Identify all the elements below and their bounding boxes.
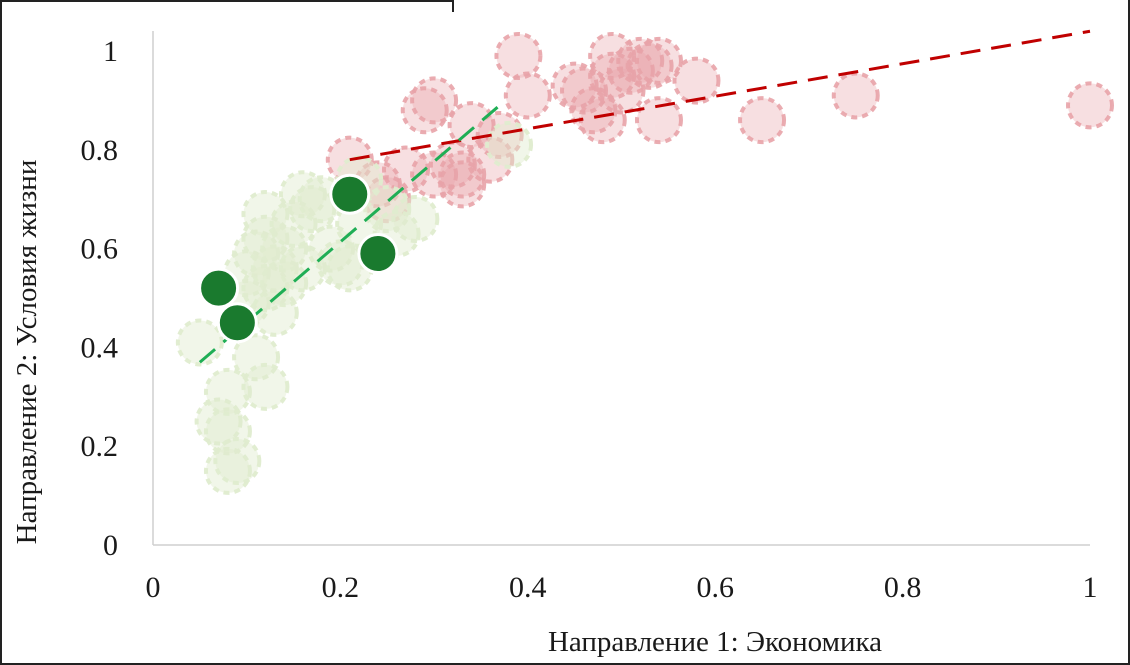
red-point: [503, 71, 552, 120]
red-point: [550, 61, 599, 110]
light-green-point: [278, 244, 327, 293]
light-green-point: [175, 318, 224, 367]
light-green-point: [241, 362, 290, 411]
light-green-point: [363, 185, 412, 234]
y-tick-label: 1: [103, 35, 118, 68]
light-green-point: [203, 367, 252, 416]
tick-labels: 0 0.2 0.4 0.6 0.8 1 0 0.2 0.4 0.6 0.8 1: [81, 35, 1098, 604]
red-point: [625, 41, 674, 90]
red-trendline: [349, 29, 1091, 162]
red-point: [381, 145, 430, 194]
light-green-point: [203, 407, 252, 456]
x-tick-label: 0: [146, 571, 161, 604]
light-green-point: [213, 437, 262, 486]
red-point: [634, 36, 683, 85]
red-point: [494, 31, 543, 80]
red-point: [738, 96, 787, 145]
dark-green-series: [198, 173, 399, 344]
y-tick-label: 0: [103, 529, 118, 562]
y-tick-label: 0.8: [81, 134, 119, 167]
y-tick-label: 0.4: [81, 331, 119, 364]
top-border: [0, 0, 452, 2]
light-green-point: [260, 259, 309, 308]
y-tick-label: 0.2: [81, 430, 119, 463]
red-series: [325, 31, 1114, 224]
red-point: [588, 51, 637, 100]
red-point: [410, 76, 459, 125]
x-tick-label: 0.2: [322, 571, 360, 604]
top-border-tick: [452, 0, 454, 12]
y-axis-title: Направление 2: Условия жизни: [11, 160, 43, 545]
red-point: [438, 150, 487, 199]
x-tick-label: 0.8: [884, 571, 922, 604]
light-green-point: [485, 120, 534, 169]
red-point: [634, 96, 683, 145]
x-tick-label: 0.6: [696, 571, 734, 604]
x-axis-title: Направление 1: Экономика: [548, 626, 882, 658]
red-point: [1066, 81, 1114, 130]
axes: [152, 31, 1090, 546]
light-green-point: [232, 333, 281, 382]
dark-green-point: [198, 267, 240, 309]
red-point: [672, 56, 721, 105]
x-tick-label: 0.4: [509, 571, 547, 604]
light-green-point: [278, 170, 327, 219]
red-point: [466, 135, 515, 184]
dark-green-point: [329, 173, 371, 215]
light-green-point: [260, 224, 309, 273]
red-point: [831, 71, 880, 120]
y-tick-label: 0.6: [81, 233, 119, 266]
light-green-point: [269, 199, 318, 248]
x-tick-label: 1: [1083, 571, 1098, 604]
red-point: [616, 36, 665, 85]
dark-green-point: [216, 302, 258, 344]
dark-green-point: [357, 233, 399, 275]
